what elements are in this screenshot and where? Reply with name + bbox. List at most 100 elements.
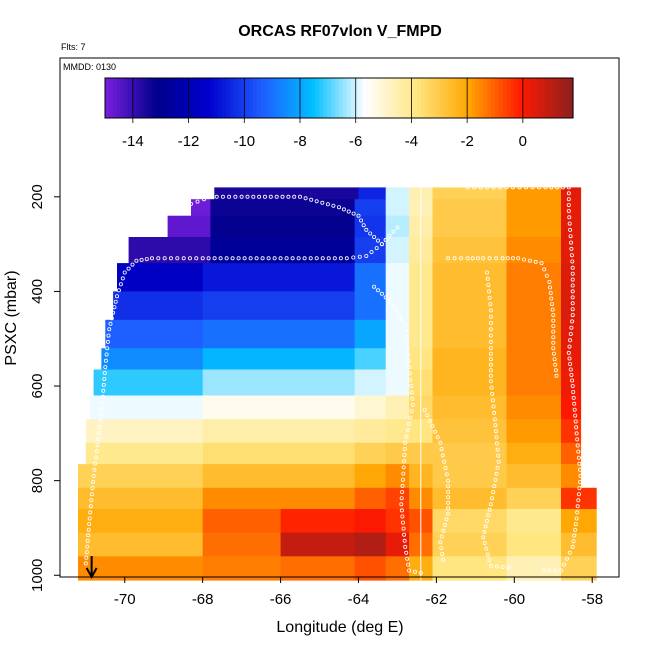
colorbar-swatch <box>549 78 555 118</box>
track-point <box>402 453 407 458</box>
track-point <box>407 568 412 573</box>
track-point <box>374 246 379 251</box>
track-point <box>570 283 575 288</box>
track-point <box>98 418 103 423</box>
track-point <box>280 194 285 199</box>
heatmap-cell <box>280 509 356 534</box>
track-point <box>400 317 405 322</box>
track-point <box>404 340 409 345</box>
heatmap-cell <box>506 187 562 200</box>
track-point <box>481 256 486 261</box>
track-point <box>325 202 330 207</box>
track-point <box>91 479 96 484</box>
track-point <box>403 322 408 327</box>
track-point <box>364 227 369 232</box>
colorbar-swatch <box>222 78 227 118</box>
track-point <box>494 564 499 569</box>
track-point <box>387 298 392 303</box>
colorbar-swatch <box>190 78 196 118</box>
track-point <box>396 313 401 318</box>
heatmap-cell <box>432 199 508 217</box>
x-tick-label: -62 <box>426 591 448 608</box>
heatmap-cell <box>202 419 356 444</box>
track-point <box>272 256 277 261</box>
track-point <box>97 424 102 429</box>
colorbar-swatch <box>537 78 543 118</box>
heatmap-cell <box>561 532 597 557</box>
colorbar-swatch <box>268 78 274 118</box>
track-point <box>105 339 110 344</box>
track-point <box>208 194 213 199</box>
track-point <box>112 305 117 310</box>
track-point <box>566 185 571 190</box>
track-point <box>478 185 483 190</box>
track-point <box>488 373 493 378</box>
track-point <box>575 437 580 442</box>
colorbar-swatch <box>444 78 449 118</box>
heatmap-cell <box>385 419 410 444</box>
heatmap-cell <box>506 215 562 238</box>
colorbar-swatch <box>506 78 512 118</box>
heatmap-cell <box>354 442 387 465</box>
y-tick-label: 600 <box>29 373 46 398</box>
track-point <box>107 327 112 332</box>
heatmap-cell <box>385 509 410 534</box>
track-point <box>567 215 572 220</box>
colorbar-swatch <box>448 78 453 118</box>
track-point <box>572 533 577 538</box>
track-point <box>407 371 412 376</box>
track-point <box>406 562 411 567</box>
track-point <box>139 257 144 262</box>
track-point <box>570 319 575 324</box>
heatmap-cell <box>210 237 356 264</box>
track-point <box>188 201 193 206</box>
track-point <box>439 447 444 452</box>
track-point <box>296 256 301 261</box>
heatmap-cell <box>561 395 582 420</box>
colorbar-swatch <box>167 78 172 118</box>
heatmap-cell <box>354 487 387 510</box>
track-point <box>184 204 189 209</box>
heatmap-cell <box>202 464 356 489</box>
colorbar-swatch <box>350 78 356 118</box>
track-point <box>566 197 571 202</box>
heatmap-cell <box>432 442 508 465</box>
track-point <box>573 413 578 418</box>
track-point <box>404 434 409 439</box>
track-point <box>292 194 297 199</box>
heatmap-cell <box>78 532 204 557</box>
track-point <box>399 502 404 507</box>
colorbar-swatch <box>264 78 270 118</box>
colorbar-swatch <box>530 78 535 118</box>
colorbar-swatch <box>307 78 313 118</box>
track-point <box>181 256 186 261</box>
track-point <box>488 357 493 362</box>
track-point <box>486 289 491 294</box>
colorbar-swatch <box>155 78 161 118</box>
track-point <box>547 568 552 573</box>
track-point <box>491 490 496 495</box>
track-point <box>257 194 262 199</box>
track-point <box>568 338 573 343</box>
heatmap-cell <box>354 291 387 321</box>
heatmap-cell <box>354 532 387 557</box>
track-point <box>443 465 448 470</box>
colorbar-swatch <box>284 78 289 118</box>
colorbar-swatch <box>354 78 360 118</box>
colorbar-swatch <box>206 78 211 118</box>
track-point <box>493 423 498 428</box>
track-point <box>400 520 405 525</box>
track-point <box>439 546 444 551</box>
colorbar-swatch <box>424 78 430 118</box>
track-point <box>162 256 167 261</box>
track-point <box>120 276 125 281</box>
track-point <box>351 211 356 216</box>
track-point <box>403 544 408 549</box>
heatmap-cell <box>78 509 204 534</box>
colorbar-swatch <box>323 78 328 118</box>
flights-label: Flts: 7 <box>61 42 86 52</box>
track-point <box>86 527 91 532</box>
track-point <box>84 555 89 560</box>
track-point <box>542 267 547 272</box>
colorbar-swatch <box>405 78 410 118</box>
